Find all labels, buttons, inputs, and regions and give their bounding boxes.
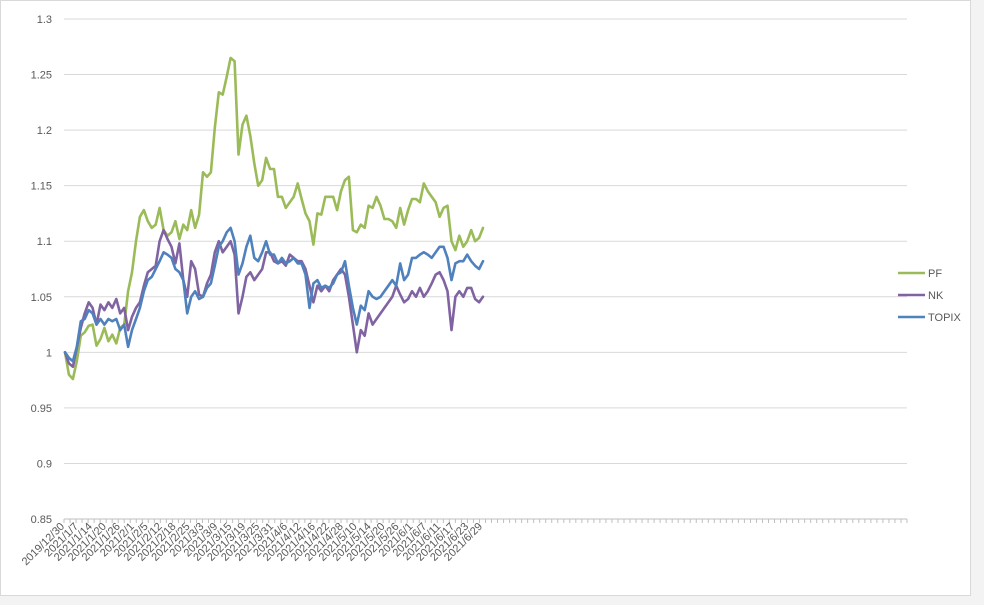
series-line-nk — [63, 228, 485, 369]
legend-label-pf: PF — [928, 268, 942, 280]
y-tick-label: 1.05 — [31, 292, 52, 304]
legend-label-nk: NK — [928, 290, 944, 302]
y-tick-label: 1.25 — [31, 70, 52, 82]
x-axis: 2019/12/302021/1/72021/1/142021/1/202021… — [20, 518, 908, 568]
y-tick-label: 0.95 — [31, 403, 52, 415]
y-tick-label: 0.9 — [37, 458, 52, 470]
y-tick-label: 1 — [46, 347, 52, 359]
y-axis: 0.85 0.9 0.95 1 1.05 1.1 1.15 1.2 1.25 1.3 — [31, 14, 52, 526]
legend: PF NK TOPIX — [898, 268, 961, 324]
y-tick-label: 1.3 — [37, 14, 52, 26]
y-tick-label: 1.1 — [37, 236, 52, 248]
y-tick-label: 0.85 — [31, 514, 52, 526]
chart-frame — [0, 0, 971, 596]
y-tick-label: 1.15 — [31, 181, 52, 193]
legend-label-topix: TOPIX — [928, 312, 961, 324]
y-tick-label: 1.2 — [37, 125, 52, 137]
series-line-topix — [63, 226, 485, 363]
plot-area — [63, 56, 485, 381]
series-line-pf — [63, 56, 485, 381]
